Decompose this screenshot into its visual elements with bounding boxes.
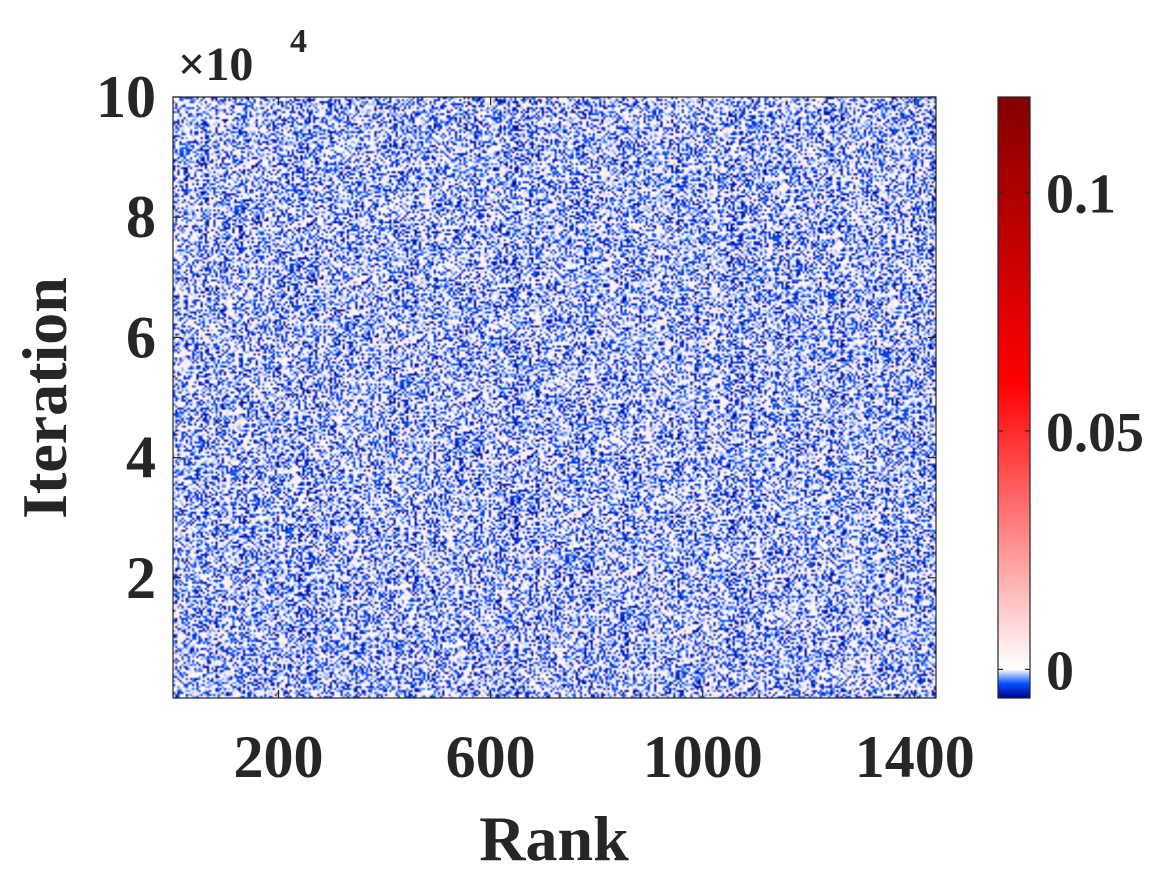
colorbar-gradient bbox=[997, 96, 1031, 699]
x-tick-label: 1400 bbox=[855, 724, 975, 790]
y-tick-label: 8 bbox=[126, 184, 156, 250]
y-tick-label: 6 bbox=[126, 304, 156, 370]
colorbar-tick-label: 0.1 bbox=[1046, 163, 1116, 225]
y-exponent-power: 4 bbox=[290, 23, 307, 60]
x-tick-label: 200 bbox=[234, 724, 324, 790]
heatmap-cells bbox=[173, 97, 936, 698]
y-exponent: ×10 4 bbox=[178, 23, 307, 91]
y-axis: 2 4 6 8 10 bbox=[96, 64, 936, 611]
colorbar-tick-label: 0 bbox=[1046, 640, 1074, 702]
x-axis-label: Rank bbox=[479, 803, 629, 874]
x-axis: 200 600 1000 1400 bbox=[234, 97, 975, 790]
colorbar: 0 0.05 0.1 bbox=[997, 96, 1144, 702]
y-tick-label: 2 bbox=[126, 545, 156, 611]
y-tick-label: 10 bbox=[96, 64, 156, 130]
plot-frame bbox=[172, 96, 937, 699]
x-tick-label: 600 bbox=[446, 724, 536, 790]
y-axis-label: Iteration bbox=[9, 277, 80, 519]
y-tick-label: 4 bbox=[126, 425, 156, 491]
heatmap-plot-area bbox=[172, 96, 937, 699]
x-tick-label: 1000 bbox=[643, 724, 763, 790]
y-exponent-base: ×10 bbox=[178, 38, 253, 91]
colorbar-tick-label: 0.05 bbox=[1046, 402, 1144, 464]
